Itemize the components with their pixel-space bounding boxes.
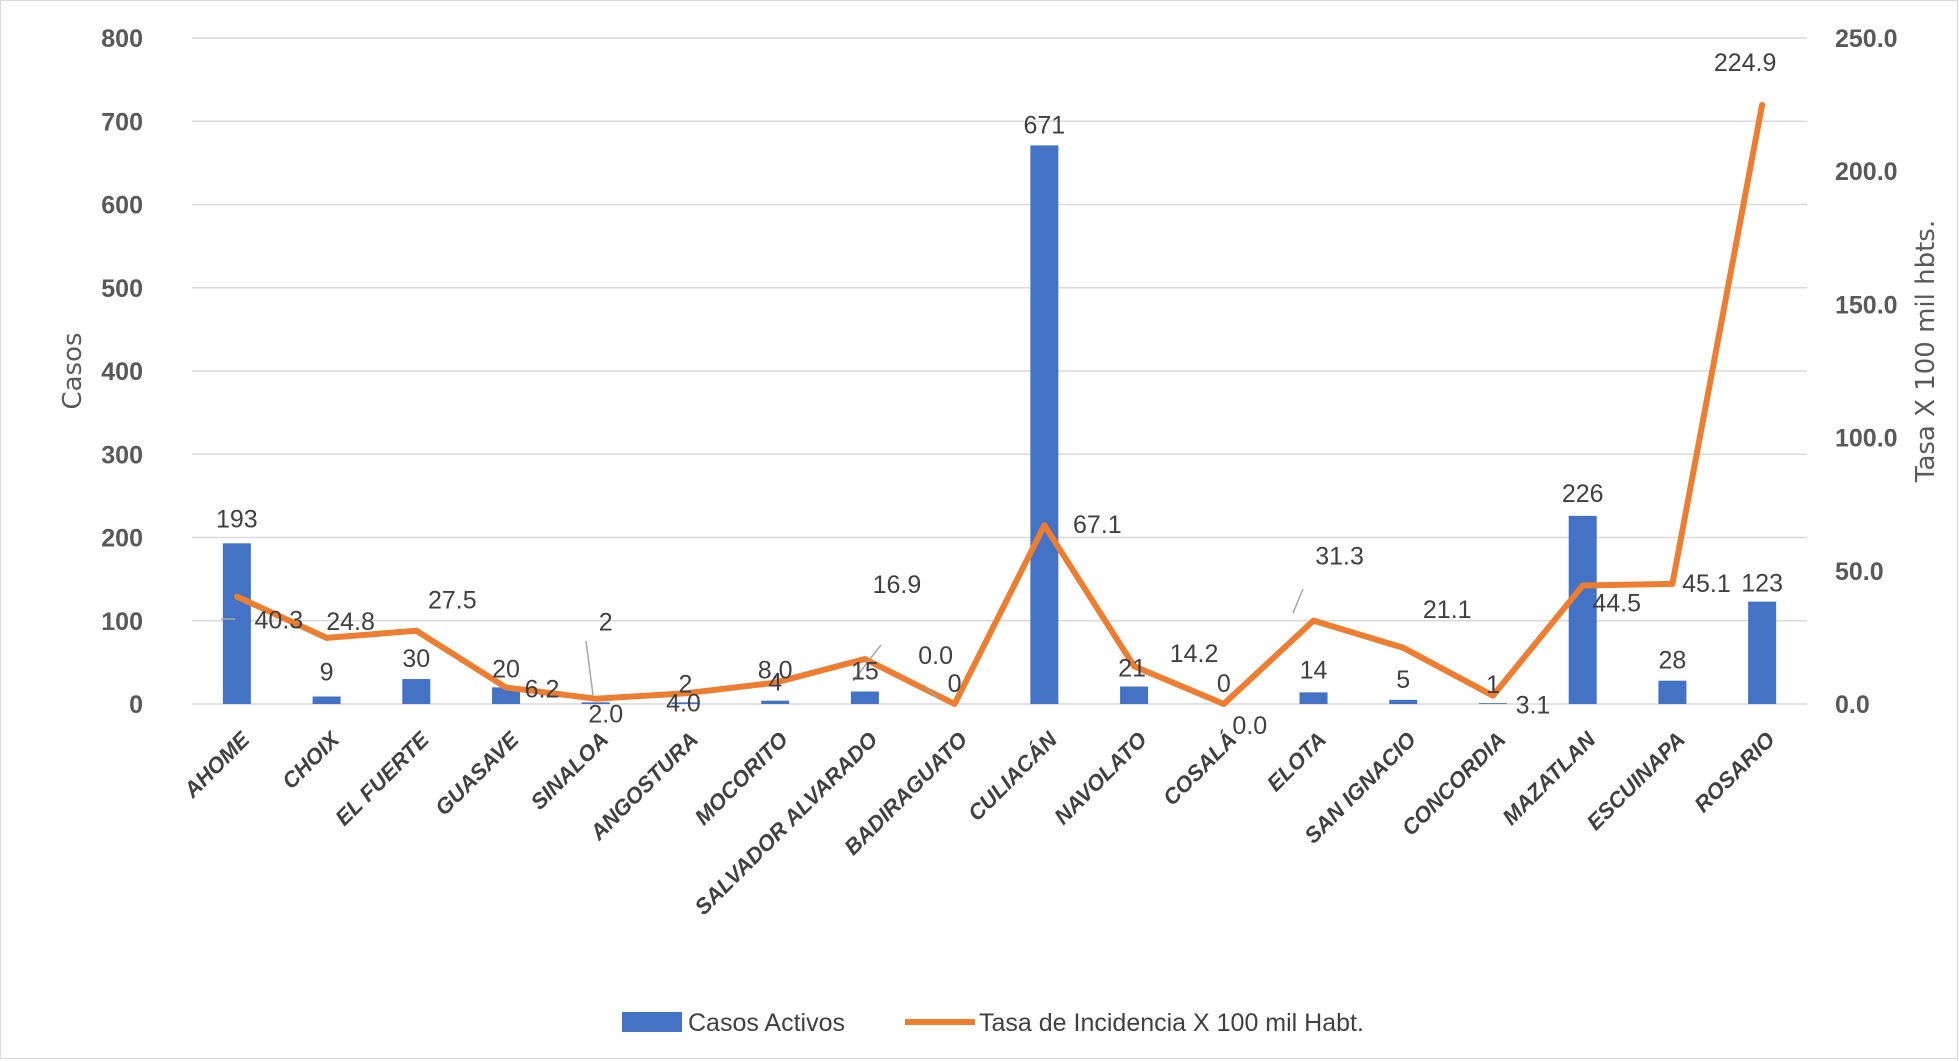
line-data-label: 44.5 (1592, 589, 1641, 617)
bar-data-label: 30 (402, 645, 430, 673)
bar-data-label: 123 (1741, 570, 1783, 598)
x-category-label: NAVOLATO (1049, 727, 1151, 829)
bar-data-label: 15 (851, 658, 879, 686)
y-axis-left-title: Casos (58, 332, 88, 409)
line-data-label: 14.2 (1170, 640, 1219, 668)
line-data-label: 16.9 (873, 571, 922, 599)
bar (223, 543, 251, 704)
bar (1389, 700, 1417, 704)
line-data-label: 45.1 (1682, 570, 1731, 598)
bar-data-label: 14 (1300, 656, 1328, 684)
line-data-label: 27.5 (428, 587, 477, 615)
legend-label-tasa: Tasa de Incidencia X 100 mil Habt. (979, 1009, 1364, 1037)
bar-data-label: 2 (599, 608, 613, 636)
bar (1030, 145, 1058, 704)
x-category-label: CHOIX (277, 726, 345, 794)
line-data-label: 6.2 (525, 675, 560, 703)
line-data-label: 0.0 (918, 642, 953, 670)
x-category-label: GUASAVE (430, 726, 524, 820)
bar-data-label: 0 (1217, 670, 1231, 698)
x-category-label: AHOME (178, 726, 255, 803)
line-data-label: 2.0 (588, 701, 623, 729)
y2-tick-label: 0.0 (1835, 691, 1870, 719)
line-data-label: 224.9 (1714, 49, 1777, 77)
bar (1479, 703, 1507, 704)
x-category-label: SINALOA (526, 727, 614, 815)
y-tick-label: 400 (101, 358, 143, 386)
bar-data-label: 1 (1486, 671, 1500, 699)
line-data-label: 0.0 (1232, 712, 1267, 740)
x-category-label: COSALÁ (1158, 727, 1241, 810)
line-data-label: 4.0 (666, 689, 701, 717)
y-axis-right-ticks: 0.0 50.0 100.0 150.0 200.0 250.0 (1835, 25, 1898, 719)
x-category-label: ELOTA (1262, 727, 1331, 796)
bar (761, 701, 789, 704)
line-data-label: 31.3 (1315, 543, 1364, 571)
bar-data-label: 5 (1396, 666, 1410, 694)
y-tick-label: 500 (101, 275, 143, 303)
y-tick-label: 100 (101, 608, 143, 636)
bar-data-label: 28 (1659, 647, 1687, 675)
x-category-label: CULIACÁN (963, 726, 1063, 826)
y-axis-right-title: Tasa X 100 mil hbts. (1911, 220, 1941, 483)
bar-data-label: 9 (320, 659, 334, 687)
legend: Casos Activos Tasa de Incidencia X 100 m… (622, 1009, 1364, 1037)
leader-line (586, 641, 593, 695)
legend-label-casos-activos: Casos Activos (688, 1009, 845, 1037)
bar-data-label: 226 (1562, 480, 1604, 508)
line-data-label: 8.0 (758, 657, 793, 685)
bar-data-label: 0 (948, 670, 962, 698)
y2-tick-label: 50.0 (1835, 558, 1884, 586)
y2-tick-label: 100.0 (1835, 425, 1898, 453)
bar (1658, 681, 1686, 704)
x-category-label: EL FUERTE (330, 726, 434, 830)
y-tick-label: 0 (129, 691, 143, 719)
bar (851, 692, 879, 704)
x-category-label: ROSARIO (1689, 727, 1779, 817)
line-data-label: 40.3 (255, 607, 304, 635)
y2-tick-label: 200.0 (1835, 158, 1898, 186)
y-tick-label: 300 (101, 441, 143, 469)
bar (313, 697, 341, 704)
bar (1120, 687, 1148, 704)
y-axis-left-ticks: 0 100 200 300 400 500 600 700 800 (101, 25, 143, 719)
y2-tick-label: 250.0 (1835, 25, 1898, 53)
x-category-label: SALVADOR ALVARADO (690, 727, 883, 920)
y-tick-label: 600 (101, 192, 143, 220)
bar-data-label: 21 (1118, 655, 1146, 683)
leader-line (1293, 589, 1303, 613)
bar (1300, 692, 1328, 704)
bar-data-label: 671 (1024, 111, 1066, 139)
legend-swatch-casos-activos (622, 1012, 682, 1032)
line-data-labels: 40.3 24.827.56.22.0 4.08.016.90.067.114.20… (255, 49, 1777, 740)
y-tick-label: 700 (101, 108, 143, 136)
bar (1748, 602, 1776, 704)
line-data-label: 67.1 (1073, 511, 1122, 539)
bar (402, 679, 430, 704)
line-data-label: 3.1 (1516, 692, 1551, 720)
bar-data-label: 193 (216, 505, 258, 533)
y-tick-label: 200 (101, 525, 143, 553)
line-data-label: 21.1 (1423, 596, 1472, 624)
y2-tick-label: 150.0 (1835, 291, 1898, 319)
bar-data-label: 20 (492, 655, 520, 683)
y-tick-label: 800 (101, 25, 143, 53)
line-data-label: 24.8 (326, 608, 375, 636)
